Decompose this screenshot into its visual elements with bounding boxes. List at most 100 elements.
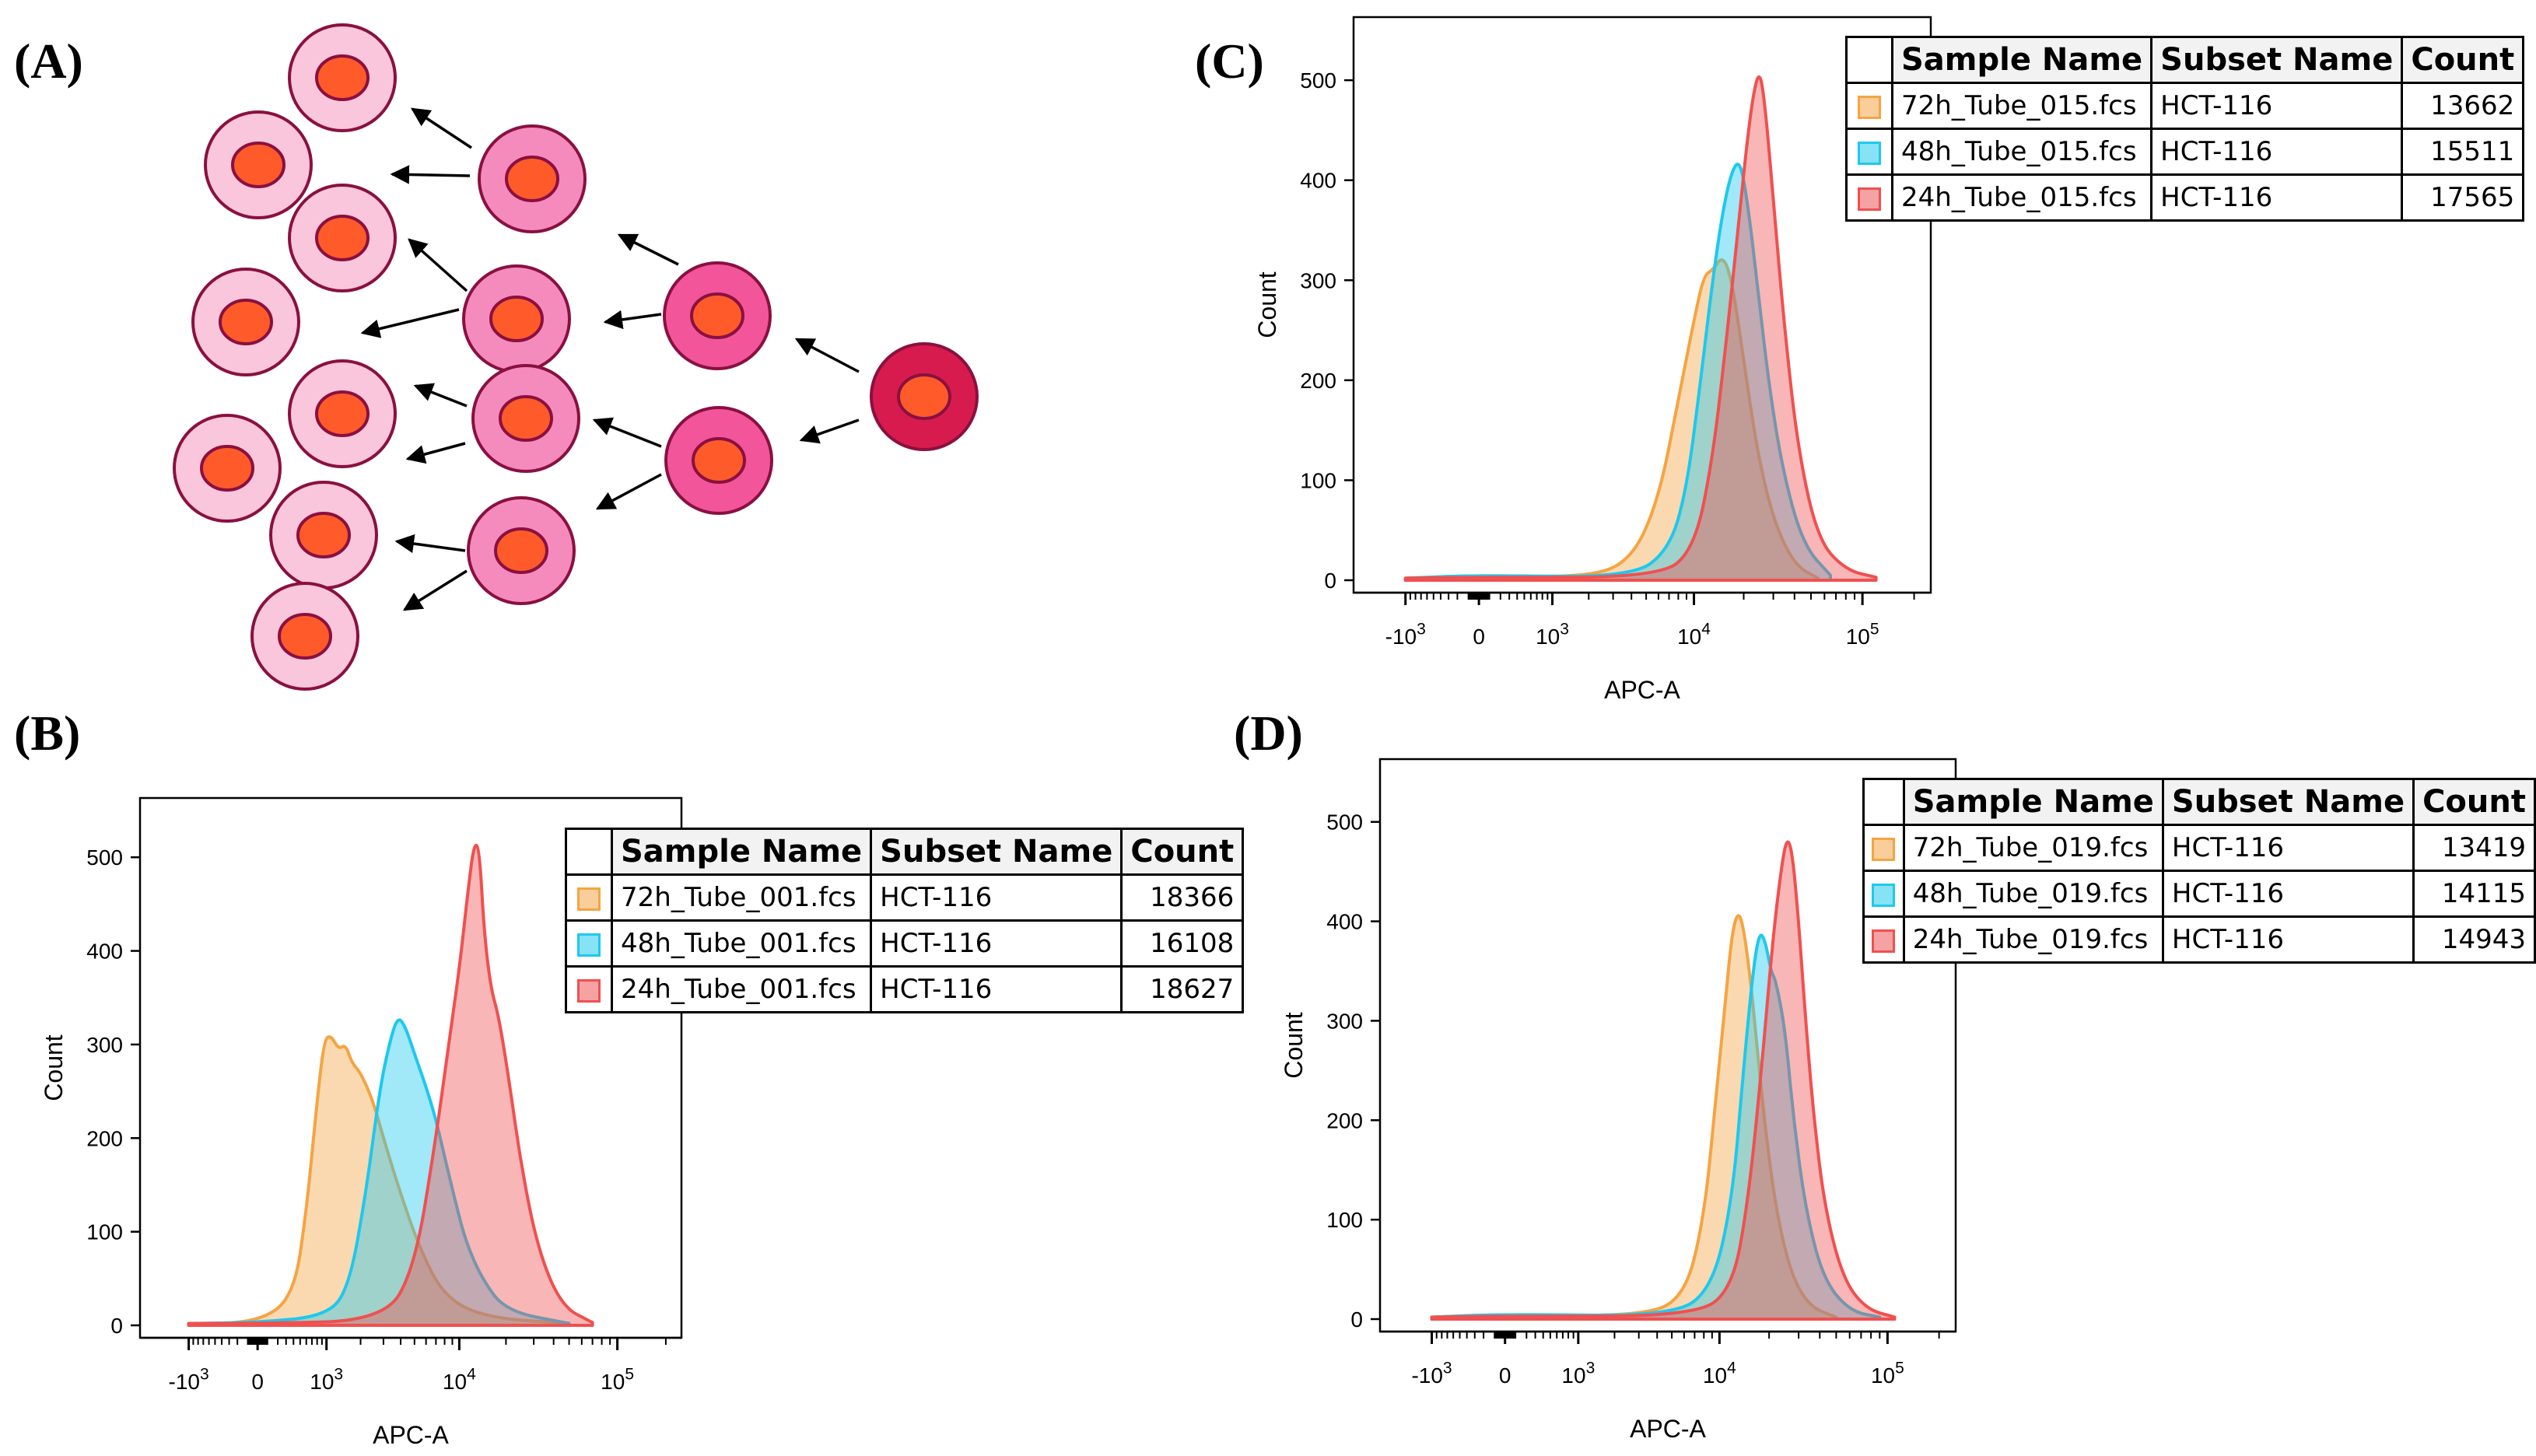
panel-label-d: (D) bbox=[1234, 705, 1303, 761]
legend-header: Subset Name bbox=[870, 828, 1123, 876]
y-tick-label: 200 bbox=[1326, 1108, 1363, 1132]
x-axis-label: APC-A bbox=[373, 1421, 449, 1449]
legend-subset-name: HCT-116 bbox=[2150, 128, 2404, 176]
legend-row: 72h_Tube_015.fcs HCT-116 13662 bbox=[1845, 82, 2525, 130]
division-arrow bbox=[413, 383, 468, 408]
x-tick-label: 104 bbox=[1703, 1359, 1736, 1388]
panel-label-c: (C) bbox=[1195, 33, 1264, 89]
y-tick-label: 500 bbox=[86, 845, 123, 870]
legend-header: Subset Name bbox=[2150, 36, 2404, 84]
legend-row: 24h_Tube_015.fcs HCT-116 17565 bbox=[1845, 173, 2525, 222]
legend-sample-name: 24h_Tube_019.fcs bbox=[1902, 915, 2164, 964]
legend-count: 18627 bbox=[1120, 965, 1245, 1013]
legend-row: 48h_Tube_015.fcs HCT-116 15511 bbox=[1845, 128, 2525, 176]
y-tick-label: 100 bbox=[86, 1220, 123, 1244]
x-tick-label: 103 bbox=[1536, 620, 1569, 649]
x-tick-label: 103 bbox=[1561, 1359, 1595, 1388]
legend-swatch bbox=[577, 933, 601, 957]
y-tick-label: 100 bbox=[1326, 1208, 1363, 1232]
legend-swatch bbox=[1858, 95, 1881, 119]
cell-icon bbox=[471, 364, 580, 473]
legend-swatch bbox=[1872, 883, 1896, 907]
cell-icon bbox=[870, 342, 979, 451]
legend-count: 13662 bbox=[2401, 82, 2525, 130]
cell-icon bbox=[288, 23, 397, 132]
legend-swatch bbox=[1872, 929, 1896, 953]
legend-header: Subset Name bbox=[2161, 778, 2415, 826]
legend-row: 48h_Tube_019.fcs HCT-116 14115 bbox=[1862, 870, 2536, 918]
x-tick-label: 105 bbox=[601, 1365, 634, 1394]
histogram-series-48h bbox=[187, 1018, 571, 1327]
legend-header: Sample Name bbox=[1902, 778, 2164, 826]
legend-swatch bbox=[1858, 187, 1881, 211]
y-axis-label: Count bbox=[1253, 271, 1281, 338]
plot-frame bbox=[1352, 16, 1932, 594]
histogram-series-24h bbox=[1430, 840, 1897, 1321]
legend-row: 72h_Tube_001.fcs HCT-116 18366 bbox=[565, 873, 1245, 922]
histogram-series-48h bbox=[1430, 933, 1882, 1321]
x-tick-label: -103 bbox=[169, 1365, 209, 1394]
legend-header-blank bbox=[1845, 36, 1893, 84]
x-tick-label: 0 bbox=[1499, 1363, 1511, 1388]
legend-sample-name: 48h_Tube_015.fcs bbox=[1890, 128, 2153, 176]
legend-table-c: Sample Name Subset Name Count 72h_Tube_015.… bbox=[1845, 36, 2525, 222]
legend-header: Count bbox=[2412, 778, 2536, 826]
legend-count: 15511 bbox=[2401, 128, 2525, 176]
division-arrow bbox=[617, 233, 679, 266]
y-tick-label: 0 bbox=[1350, 1307, 1363, 1332]
x-tick-label: 0 bbox=[1473, 625, 1485, 649]
legend-subset-name: HCT-116 bbox=[870, 873, 1123, 922]
x-tick-label: 0 bbox=[251, 1370, 264, 1394]
legend-count: 13419 bbox=[2412, 824, 2536, 872]
legend-sample-name: 48h_Tube_001.fcs bbox=[610, 919, 873, 968]
x-tick-label: -103 bbox=[1411, 1359, 1452, 1388]
histogram-series-72h bbox=[1403, 258, 1820, 582]
legend-row: 24h_Tube_001.fcs HCT-116 18627 bbox=[565, 965, 1245, 1013]
legend-sample-name: 48h_Tube_019.fcs bbox=[1902, 870, 2164, 918]
histogram-series-24h bbox=[187, 843, 594, 1327]
legend-count: 14943 bbox=[2412, 915, 2536, 964]
legend-swatch bbox=[1858, 141, 1881, 165]
y-tick-label: 500 bbox=[1326, 810, 1363, 835]
legend-row: 48h_Tube_001.fcs HCT-116 16108 bbox=[565, 919, 1245, 968]
y-tick-label: 400 bbox=[1326, 910, 1363, 934]
legend-table-d: Sample Name Subset Name Count 72h_Tube_019.… bbox=[1862, 778, 2536, 964]
histogram-series-48h bbox=[1403, 163, 1832, 582]
division-arrow bbox=[592, 417, 662, 448]
x-tick-label: 103 bbox=[310, 1365, 343, 1394]
y-tick-label: 300 bbox=[1326, 1009, 1363, 1033]
legend-sample-name: 72h_Tube_015.fcs bbox=[1890, 82, 2153, 130]
legend-table-b: Sample Name Subset Name Count 72h_Tube_001.… bbox=[565, 828, 1245, 1013]
legend-subset-name: HCT-116 bbox=[2161, 870, 2415, 918]
cell-icon bbox=[288, 184, 397, 292]
x-tick-label: 105 bbox=[1846, 620, 1879, 649]
y-tick-label: 200 bbox=[86, 1126, 123, 1150]
division-arrow bbox=[603, 310, 662, 330]
division-arrow bbox=[408, 238, 468, 292]
y-tick-label: 400 bbox=[86, 940, 123, 964]
legend-header: Sample Name bbox=[1890, 36, 2153, 84]
cell-icon bbox=[462, 264, 571, 373]
division-arrow bbox=[390, 165, 471, 184]
legend-row: 24h_Tube_019.fcs HCT-116 14943 bbox=[1862, 915, 2536, 964]
legend-sample-name: 72h_Tube_001.fcs bbox=[610, 873, 873, 922]
legend-header: Count bbox=[2401, 36, 2525, 84]
legend-header: Count bbox=[1120, 828, 1245, 876]
legend-row: 72h_Tube_019.fcs HCT-116 13419 bbox=[1862, 824, 2536, 872]
y-axis-label: Count bbox=[1280, 1012, 1308, 1079]
legend-header-blank bbox=[1862, 778, 1905, 826]
cell-icon bbox=[663, 261, 772, 370]
panel-label-b: (B) bbox=[14, 705, 81, 761]
x-tick-label: 105 bbox=[1871, 1359, 1904, 1388]
cell-icon bbox=[467, 496, 576, 605]
y-tick-label: 0 bbox=[1324, 569, 1336, 593]
division-arrow bbox=[595, 473, 662, 510]
legend-subset-name: HCT-116 bbox=[2150, 173, 2404, 222]
legend-sample-name: 72h_Tube_019.fcs bbox=[1902, 824, 2164, 872]
legend-swatch bbox=[577, 887, 601, 911]
cell-icon bbox=[173, 414, 282, 523]
legend-header: Sample Name bbox=[610, 828, 873, 876]
cell-icon bbox=[664, 406, 773, 515]
division-arrow bbox=[405, 442, 466, 464]
legend-count: 18366 bbox=[1120, 873, 1245, 922]
